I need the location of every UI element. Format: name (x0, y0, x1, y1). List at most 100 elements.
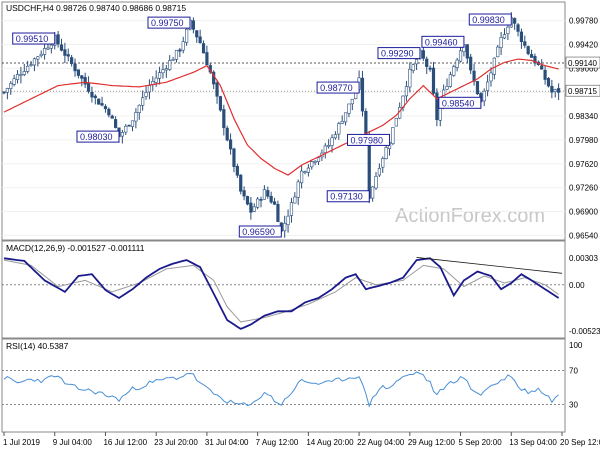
x-axis: 1 Jul 2019 9 Jul 04:00 16 Jul 12:00 23 Jul … (3, 432, 600, 447)
candle-body (458, 50, 463, 62)
candle-body (276, 204, 280, 223)
candle-body (553, 89, 557, 92)
candle-body (205, 52, 209, 66)
candle-body (428, 67, 432, 70)
price-annotation-label: 0.98770 (320, 83, 353, 93)
candle-body (516, 24, 520, 32)
candle-body (70, 57, 74, 64)
candle-body (164, 68, 168, 71)
candle-body (171, 59, 175, 61)
reference-price-label: 0.99140 (568, 59, 597, 68)
candle-body (519, 31, 524, 43)
candle-body (293, 196, 297, 204)
price-tick-label: 0.97260 (569, 184, 598, 193)
candle-body (93, 95, 97, 99)
candle-body (232, 148, 236, 167)
candle-body (80, 75, 84, 79)
macd-trendline (416, 257, 563, 274)
rsi-tick-label: 70 (569, 367, 578, 376)
candle-body (127, 124, 131, 127)
candle-body (215, 82, 219, 97)
candle-body (506, 26, 510, 34)
candle-body (337, 123, 341, 135)
candle-body (425, 58, 429, 67)
candle-body (32, 58, 37, 66)
price-annotation-label: 0.97980 (351, 135, 384, 145)
candle-body (100, 103, 104, 106)
macd-line (3, 257, 560, 330)
x-tick-label: 29 Aug 12:00 (408, 438, 456, 447)
candle-body (421, 50, 425, 59)
rsi-tick-label: 30 (569, 401, 578, 410)
candle-body (316, 157, 321, 163)
candle-body (469, 56, 473, 71)
candle-body (168, 60, 172, 70)
candle-body (269, 195, 273, 203)
price-annotation-box (347, 133, 391, 146)
candle-body (9, 83, 13, 89)
macd-panel-frame (1, 240, 566, 339)
price-annotation-box (12, 32, 56, 45)
candle-body (374, 175, 378, 189)
rsi-header: RSI(14) 40.5387 (6, 341, 69, 351)
macd-tick-label: -0.005236 (569, 327, 600, 336)
candle-body (431, 67, 436, 94)
candle-body (29, 64, 33, 66)
candle-body (411, 64, 415, 71)
candle-body (195, 30, 199, 38)
candle-body (39, 53, 43, 57)
macd-signal-line (3, 259, 559, 323)
price-annotation-box (326, 190, 370, 203)
x-tick-label: 22 Aug 04:00 (357, 438, 405, 447)
candle-body (350, 98, 354, 105)
x-tick-label: 23 Jul 20:00 (154, 438, 198, 447)
x-tick-label: 20 Sep 12:00 (560, 438, 600, 447)
candle-body (371, 186, 375, 199)
price-annotation-box (438, 96, 482, 109)
candle-body (5, 88, 9, 93)
candle-body (36, 56, 40, 60)
candle-body (347, 103, 351, 114)
x-tick-label: 16 Jul 12:00 (103, 438, 147, 447)
candle-body (475, 81, 480, 95)
candle-body (272, 201, 277, 205)
candle-body (239, 174, 243, 192)
candle-body (394, 118, 398, 127)
candle-body (540, 65, 544, 70)
price-annotation-box (421, 35, 465, 48)
candle-body (296, 181, 300, 198)
price-tick-label: 0.97980 (569, 136, 598, 145)
candle-body (435, 92, 439, 121)
candle-body (489, 72, 493, 82)
candle-body (472, 70, 476, 82)
price-annotation-box (238, 225, 282, 238)
price-annotation-label: 0.99290 (381, 49, 414, 59)
candle-body (529, 54, 534, 58)
price-annotation-label: 0.99460 (425, 37, 458, 47)
price-annotation-box (377, 47, 421, 60)
candle-body (59, 44, 64, 51)
candle-body (533, 56, 537, 64)
x-tick-label: 14 Aug 20:00 (306, 438, 354, 447)
candle-body (235, 165, 239, 176)
candle-body (299, 170, 304, 184)
candle-body (154, 77, 158, 83)
macd-tick-label: 0.00 (569, 281, 585, 290)
candle-body (137, 104, 141, 113)
candle-body (120, 132, 124, 137)
price-tick-label: 0.97620 (569, 160, 598, 169)
candle-body (303, 171, 307, 173)
candle-body (174, 49, 179, 60)
price-header: USDCHF,H4 0.98726 0.98740 0.98686 0.9871… (6, 3, 186, 13)
candle-body (381, 158, 385, 168)
x-tick-label: 5 Sep 20:00 (459, 438, 503, 447)
candle-body (49, 44, 53, 49)
candle-body (526, 46, 530, 55)
candle-body (141, 97, 145, 106)
candle-body (404, 86, 409, 97)
candle-body (492, 57, 496, 75)
candle-body (178, 49, 182, 52)
candle-body (323, 145, 327, 153)
candle-body (384, 147, 388, 160)
